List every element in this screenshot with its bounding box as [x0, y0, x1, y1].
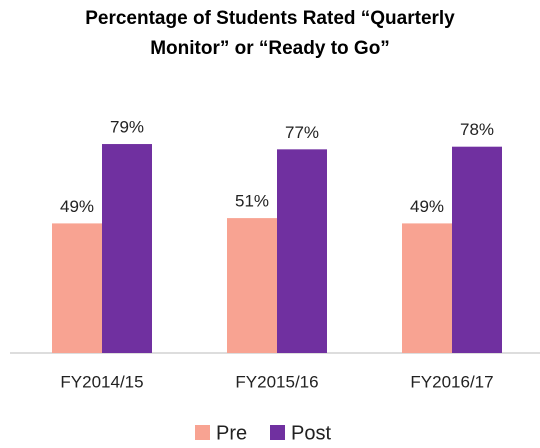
- value-label: 79%: [110, 118, 144, 137]
- x-tick-label: FY2015/16: [235, 372, 318, 391]
- bar: [227, 218, 277, 353]
- bar: [52, 223, 102, 353]
- value-label: 78%: [460, 120, 494, 139]
- value-label: 51%: [235, 192, 269, 211]
- x-tick-label: FY2014/15: [60, 372, 143, 391]
- value-label: 49%: [410, 197, 444, 216]
- legend-label: Pre: [216, 422, 247, 444]
- bar: [452, 146, 502, 353]
- value-label: 77%: [285, 123, 319, 142]
- legend-swatch: [270, 425, 285, 440]
- bar: [402, 223, 452, 353]
- bar: [277, 149, 327, 353]
- value-label: 49%: [60, 197, 94, 216]
- legend-label: Post: [291, 422, 331, 444]
- legend-swatch: [195, 425, 210, 440]
- x-tick-label: FY2016/17: [410, 372, 493, 391]
- bar: [102, 144, 152, 353]
- chart-title: Percentage of Students Rated “Quarterly …: [85, 8, 455, 59]
